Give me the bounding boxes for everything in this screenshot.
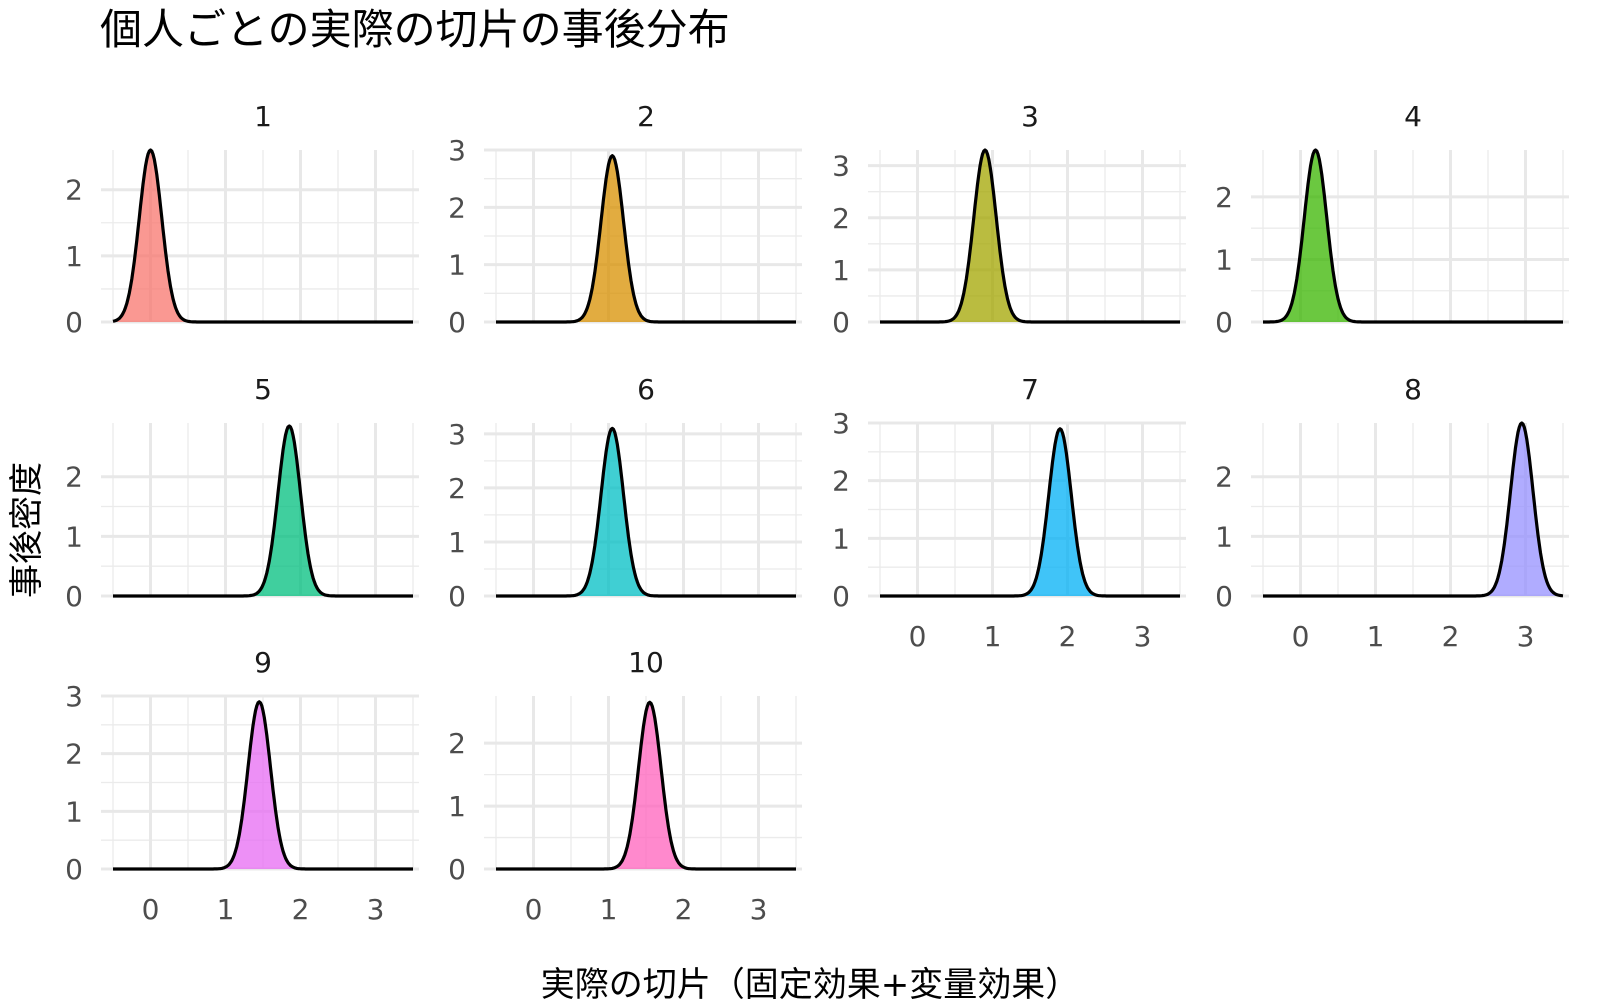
minor-grid [868,150,1186,322]
density-line [1262,421,1564,598]
minor-grid [868,423,1186,596]
y-tick-label: 1 [448,526,466,559]
y-tick-label: 2 [1215,461,1233,494]
facet-strip-label: 7 [1021,373,1039,406]
y-tick-label: 2 [65,738,83,771]
major-grid [101,423,419,598]
y-tick-label: 0 [1215,580,1233,613]
minor-grid [484,150,802,322]
facet-panel-10: 10 0 1 2 0 1 2 3 [448,646,802,926]
x-tick-label: 0 [525,893,543,926]
y-tick-label: 0 [832,580,850,613]
x-tick-label: 2 [292,893,310,926]
facet-panel-7: 7 0 1 2 3 0 1 2 3 [832,373,1186,653]
x-tick-label: 3 [750,893,768,926]
y-tick-label: 3 [448,418,466,451]
x-tick-label: 3 [1517,620,1535,653]
y-tick-label: 2 [832,202,850,235]
facet-panel-2: 2 0 1 2 3 [448,100,802,339]
chart-title: 個人ごとの実際の切片の事後分布 [100,5,730,54]
y-tick-label: 0 [65,580,83,613]
facet-panel-3: 3 0 1 2 3 [832,100,1186,339]
x-tick-label: 0 [1292,620,1310,653]
density-fill [1263,423,1563,596]
facet-strip-label: 4 [1404,100,1422,133]
density-fill [113,701,413,869]
facet-panel-8: 8 0 1 2 0 1 2 3 [1215,373,1569,653]
facet-panel-4: 4 0 1 2 [1215,100,1569,339]
facet-panel-5: 5 0 1 2 [65,373,419,613]
y-tick-label: 2 [1215,181,1233,214]
density-line [495,426,797,598]
y-tick-label: 2 [65,461,83,494]
y-tick-label: 0 [448,580,466,613]
y-tick-label: 1 [448,790,466,823]
x-tick-label: 1 [1367,620,1385,653]
y-tick-label: 2 [832,465,850,498]
y-axis-label: 事後密度 [7,462,47,598]
y-tick-label: 1 [65,520,83,553]
density-fill [496,702,796,869]
minor-grid [101,423,419,596]
y-tick-label: 1 [1215,520,1233,553]
x-tick-label: 3 [1134,620,1152,653]
x-tick-label: 0 [909,620,927,653]
x-axis-label: 実際の切片（固定効果+変量効果） [541,965,1080,1005]
facet-strip-label: 1 [254,100,272,133]
density-line [112,148,414,324]
y-tick-label: 1 [1215,243,1233,276]
y-tick-label: 1 [65,240,83,273]
y-tick-label: 2 [448,472,466,505]
density-fill [113,150,413,322]
y-tick-label: 0 [1215,306,1233,339]
density-line [495,154,797,324]
y-tick-label: 0 [832,306,850,339]
facet-strip-label: 6 [637,373,655,406]
x-tick-label: 0 [142,893,160,926]
facet-panel-9: 9 0 1 2 3 0 1 2 3 [65,646,419,926]
y-tick-label: 2 [448,191,466,224]
facet-strip-label: 8 [1404,373,1422,406]
y-tick-label: 2 [448,727,466,760]
major-grid [484,423,802,598]
y-tick-label: 0 [448,306,466,339]
y-tick-label: 0 [65,853,83,886]
y-tick-label: 3 [448,134,466,167]
facet-strip-label: 3 [1021,100,1039,133]
facet-strip-label: 2 [637,100,655,133]
y-tick-label: 0 [65,306,83,339]
density-line [112,700,414,871]
facet-panel-6: 6 0 1 2 3 [448,373,802,613]
density-line [1262,148,1564,324]
facet-strip-label: 5 [254,373,272,406]
facet-strip-label: 10 [628,646,664,679]
y-tick-label: 0 [448,853,466,886]
minor-grid [484,423,802,596]
y-tick-label: 1 [832,254,850,287]
density-line [879,148,1181,324]
facet-panel-1: 1 0 1 2 [65,100,419,339]
density-line [112,424,414,598]
x-tick-label: 1 [984,620,1002,653]
y-tick-label: 1 [448,249,466,282]
y-tick-label: 3 [832,150,850,183]
density-line [495,700,797,871]
x-tick-label: 1 [217,893,235,926]
y-tick-label: 2 [65,174,83,207]
facet-strip-label: 9 [254,646,272,679]
y-tick-label: 1 [65,795,83,828]
x-tick-label: 3 [367,893,385,926]
x-tick-label: 2 [1442,620,1460,653]
density-line [879,427,1181,598]
x-tick-label: 1 [600,893,618,926]
y-tick-label: 3 [65,680,83,713]
y-tick-label: 1 [832,522,850,555]
x-tick-label: 2 [1059,620,1077,653]
x-tick-label: 2 [675,893,693,926]
y-tick-label: 3 [832,407,850,440]
